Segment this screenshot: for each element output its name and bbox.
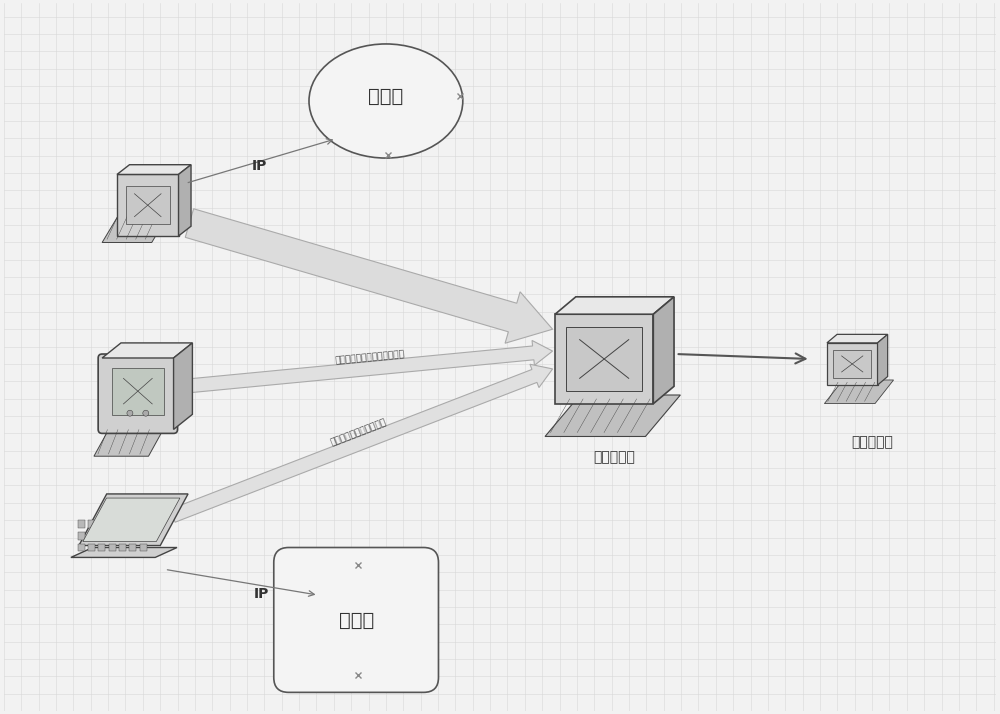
Bar: [88, 543, 95, 551]
Polygon shape: [878, 334, 888, 385]
FancyBboxPatch shape: [274, 548, 438, 693]
Bar: [129, 543, 136, 551]
Polygon shape: [179, 165, 191, 236]
Bar: [98, 532, 105, 540]
Bar: [119, 532, 126, 540]
Text: 普通告警，网络运维人员确认: 普通告警，网络运维人员确认: [335, 350, 405, 365]
Text: 内网服务器: 内网服务器: [851, 436, 893, 449]
Polygon shape: [653, 297, 674, 403]
Circle shape: [127, 411, 133, 416]
Bar: [98, 543, 105, 551]
Text: 白名单: 白名单: [368, 86, 404, 106]
Polygon shape: [827, 343, 878, 385]
Bar: [126, 186, 170, 224]
Polygon shape: [102, 213, 170, 243]
Polygon shape: [545, 395, 680, 436]
Polygon shape: [824, 380, 894, 403]
FancyBboxPatch shape: [98, 354, 178, 433]
Polygon shape: [79, 494, 188, 545]
Polygon shape: [185, 208, 553, 343]
Bar: [109, 543, 116, 551]
Polygon shape: [189, 341, 553, 393]
Bar: [88, 532, 95, 540]
Bar: [98, 520, 105, 528]
Ellipse shape: [309, 44, 463, 158]
Polygon shape: [555, 297, 674, 314]
Polygon shape: [555, 314, 653, 403]
Bar: [566, 327, 642, 391]
Bar: [109, 520, 116, 528]
Text: IP: IP: [252, 159, 268, 173]
Bar: [140, 543, 147, 551]
Polygon shape: [174, 343, 192, 429]
Bar: [112, 368, 164, 415]
Polygon shape: [83, 498, 180, 541]
Bar: [78, 543, 85, 551]
Bar: [129, 532, 136, 540]
Polygon shape: [117, 165, 191, 174]
Bar: [140, 532, 147, 540]
Polygon shape: [71, 548, 177, 558]
Text: IP: IP: [254, 587, 270, 601]
Bar: [129, 520, 136, 528]
Circle shape: [143, 411, 149, 416]
Bar: [833, 350, 871, 378]
Bar: [119, 520, 126, 528]
Text: 黑名单: 黑名单: [339, 610, 374, 630]
Bar: [119, 543, 126, 551]
Polygon shape: [117, 174, 179, 236]
Polygon shape: [102, 343, 192, 358]
Bar: [78, 532, 85, 540]
Polygon shape: [94, 428, 164, 456]
Text: 网络入侵可能，严重告警: 网络入侵可能，严重告警: [329, 417, 388, 447]
Text: 外网服务器: 外网服务器: [593, 451, 635, 464]
Polygon shape: [170, 364, 553, 522]
Bar: [140, 520, 147, 528]
Bar: [109, 532, 116, 540]
Bar: [78, 520, 85, 528]
Polygon shape: [827, 334, 888, 343]
Bar: [88, 520, 95, 528]
